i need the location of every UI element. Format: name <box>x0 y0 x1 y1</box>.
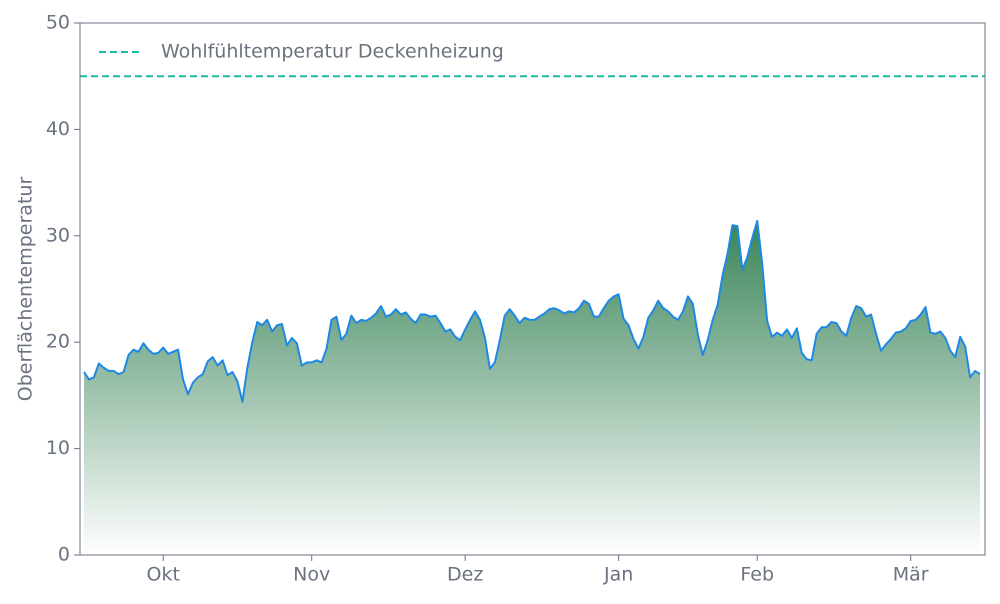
x-tick-label: Feb <box>740 564 774 586</box>
area-fill <box>84 220 980 556</box>
plot-frame <box>79 22 986 556</box>
y-tick-label: 50 <box>46 12 70 34</box>
x-tick-label: Nov <box>293 564 330 586</box>
y-tick-label: 20 <box>46 331 70 353</box>
x-tick-label: Mär <box>893 564 929 586</box>
legend-label: Wohlfühltemperatur Deckenheizung <box>161 41 504 63</box>
x-tick-label: Okt <box>146 564 179 586</box>
x-tick-label: Dez <box>447 564 483 586</box>
y-tick-label: 30 <box>46 224 70 246</box>
y-tick-label: 40 <box>46 118 70 140</box>
y-tick-label: 0 <box>58 544 70 566</box>
y-tick-label: 10 <box>46 437 70 459</box>
x-tick-label: Jan <box>603 564 633 586</box>
y-axis-label: Oberflächentemperatur <box>15 177 37 402</box>
line <box>83 219 981 403</box>
